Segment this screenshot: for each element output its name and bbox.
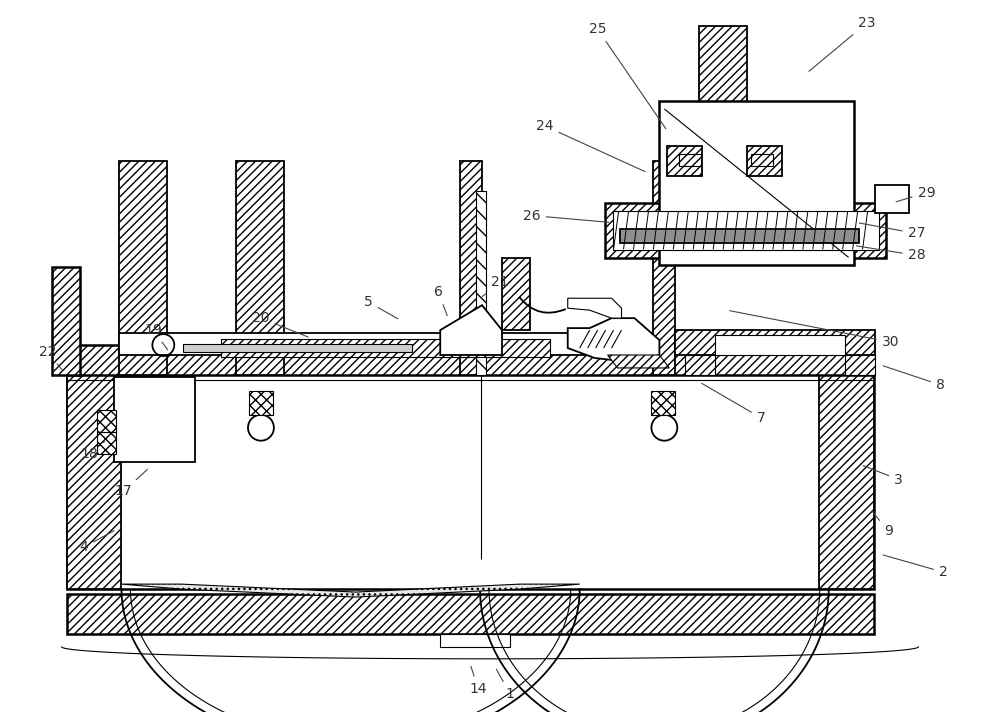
Bar bbox=[52, 267, 80, 375]
Bar bbox=[97, 410, 116, 431]
Text: 21: 21 bbox=[482, 275, 509, 297]
Bar bbox=[651, 391, 675, 415]
Bar bbox=[675, 330, 875, 355]
Text: 26: 26 bbox=[523, 208, 609, 222]
Bar bbox=[249, 391, 273, 415]
Bar bbox=[875, 185, 909, 212]
Bar bbox=[747, 146, 782, 175]
Text: 8: 8 bbox=[883, 366, 945, 392]
Text: 19: 19 bbox=[144, 323, 168, 350]
Bar bbox=[476, 190, 486, 375]
Bar bbox=[605, 202, 886, 258]
Text: 25: 25 bbox=[589, 22, 666, 128]
Bar bbox=[819, 355, 874, 589]
Text: 30: 30 bbox=[730, 311, 899, 349]
Bar bbox=[114, 377, 195, 461]
Text: 6: 6 bbox=[434, 285, 447, 316]
Bar bbox=[715, 335, 845, 355]
Bar bbox=[67, 345, 874, 375]
Bar bbox=[845, 355, 875, 375]
Text: 5: 5 bbox=[364, 295, 398, 319]
Bar bbox=[236, 160, 284, 375]
Text: 23: 23 bbox=[809, 16, 875, 71]
Bar bbox=[751, 154, 773, 165]
Text: 22: 22 bbox=[39, 345, 62, 370]
Bar bbox=[659, 101, 854, 265]
Text: 24: 24 bbox=[536, 119, 645, 172]
Text: 2: 2 bbox=[883, 555, 948, 579]
Bar bbox=[183, 344, 412, 352]
Text: 3: 3 bbox=[863, 466, 903, 486]
Polygon shape bbox=[608, 355, 669, 368]
Polygon shape bbox=[440, 305, 502, 355]
Text: 27: 27 bbox=[859, 223, 925, 240]
Bar bbox=[699, 26, 747, 200]
Bar bbox=[502, 258, 530, 330]
Polygon shape bbox=[121, 584, 580, 597]
Bar bbox=[97, 431, 116, 453]
Bar bbox=[685, 355, 715, 375]
Polygon shape bbox=[568, 298, 622, 318]
Bar bbox=[67, 355, 874, 589]
Bar bbox=[620, 228, 859, 243]
Text: 18: 18 bbox=[81, 441, 105, 461]
Bar bbox=[613, 210, 879, 250]
Bar bbox=[667, 146, 702, 175]
Bar bbox=[67, 594, 874, 634]
Bar bbox=[221, 339, 550, 357]
Bar bbox=[119, 333, 672, 355]
Text: 9: 9 bbox=[872, 511, 893, 538]
Polygon shape bbox=[568, 318, 659, 362]
Bar bbox=[460, 160, 482, 375]
Bar bbox=[67, 355, 121, 589]
Text: 4: 4 bbox=[79, 530, 114, 554]
Text: 17: 17 bbox=[115, 469, 147, 498]
Text: 29: 29 bbox=[896, 185, 935, 202]
Text: 1: 1 bbox=[496, 670, 514, 701]
Text: 20: 20 bbox=[252, 311, 308, 337]
Text: 28: 28 bbox=[856, 246, 925, 262]
Bar bbox=[679, 154, 701, 165]
Bar bbox=[653, 160, 675, 375]
Text: 7: 7 bbox=[702, 384, 765, 425]
Text: 14: 14 bbox=[469, 667, 487, 696]
Bar bbox=[440, 634, 510, 647]
Bar bbox=[119, 160, 167, 375]
